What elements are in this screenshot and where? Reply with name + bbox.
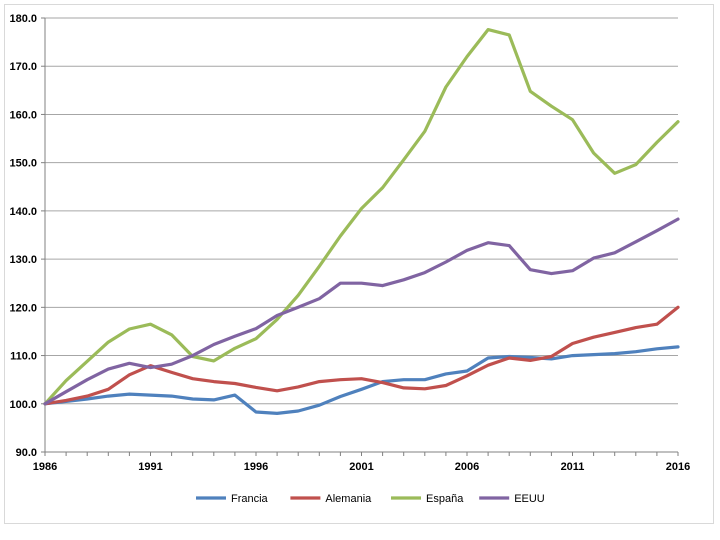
series-line-eeuu: [43, 217, 680, 406]
y-tick-label: 90.0: [16, 447, 37, 459]
legend-item-alemania: Alemania: [290, 493, 372, 505]
series-line-francia: [43, 345, 680, 415]
legend-label: Alemania: [325, 493, 372, 505]
x-tick-label: 1986: [33, 461, 57, 473]
x-tick-label: 2016: [666, 461, 690, 473]
y-tick-label: 180.0: [9, 13, 37, 25]
series-line-alemania: [43, 305, 680, 406]
y-tick-label: 120.0: [9, 302, 37, 314]
x-tick-label: 1996: [244, 461, 268, 473]
series-lines: [43, 28, 680, 415]
y-tick-label: 130.0: [9, 254, 37, 266]
y-axis-tick-labels: 90.0 100.0 110.0 120.0 130.0 140.0 150.0 160.0 1…: [9, 13, 37, 459]
legend: Francia Alemania España EEUU: [196, 493, 545, 505]
legend-item-francia: Francia: [196, 493, 269, 505]
y-tick-label: 140.0: [9, 206, 37, 218]
legend-label: Francia: [231, 493, 269, 505]
legend-label: EEUU: [514, 493, 545, 505]
x-axis-tick-labels: 1986 1991 1996 2001 2006 2011 2016: [33, 461, 690, 473]
gridlines: [45, 17, 678, 405]
y-tick-label: 170.0: [9, 61, 37, 73]
series-line-españa: [43, 28, 680, 406]
x-tick-label: 2001: [349, 461, 373, 473]
x-tick-label: 2011: [561, 461, 585, 473]
x-tick-label: 2006: [455, 461, 479, 473]
axes: [41, 17, 679, 456]
chart-frame: [4, 4, 714, 524]
legend-item-eeuu: EEUU: [479, 493, 545, 505]
legend-label: España: [426, 493, 464, 505]
legend-item-españa: España: [391, 493, 464, 505]
y-tick-label: 100.0: [9, 399, 37, 411]
y-tick-label: 150.0: [9, 158, 37, 170]
x-tick-label: 1991: [138, 461, 162, 473]
y-tick-label: 160.0: [9, 109, 37, 121]
y-tick-label: 110.0: [10, 351, 37, 363]
